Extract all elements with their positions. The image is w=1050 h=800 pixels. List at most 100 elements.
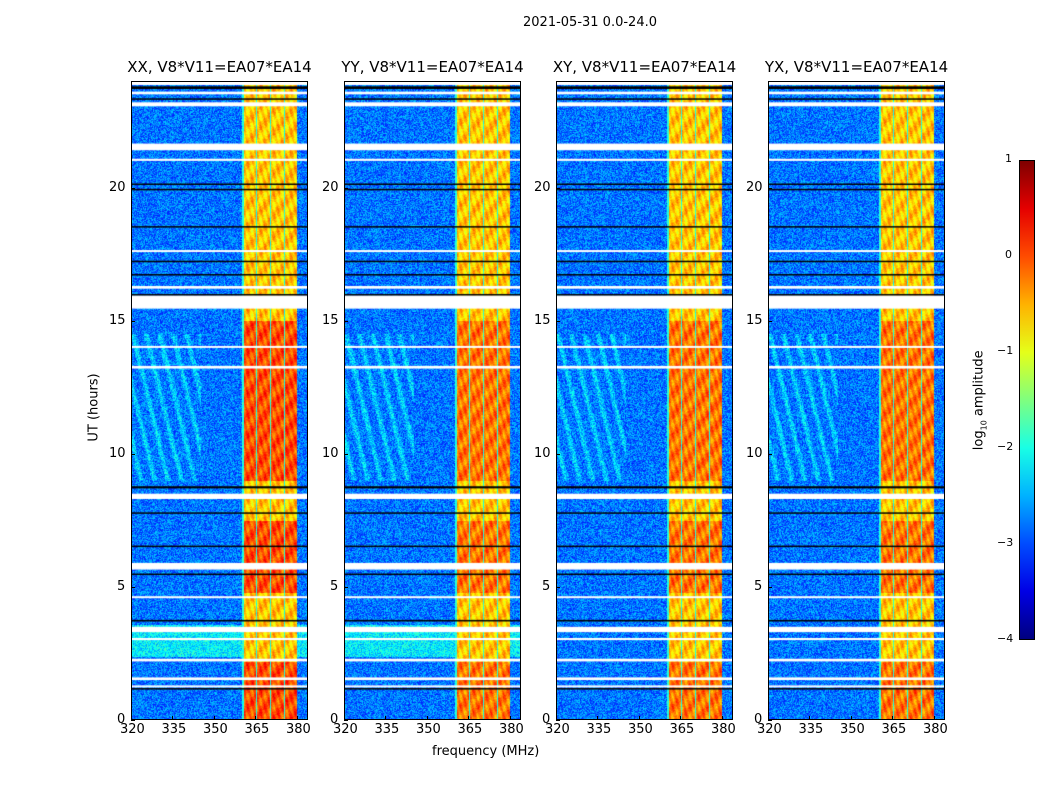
y-tick-mark: [556, 453, 560, 455]
heatmap-yx: [768, 81, 945, 720]
y-tick-mark: [556, 586, 560, 588]
y-tick-label: 0: [117, 712, 126, 727]
y-tick-mark: [344, 320, 348, 322]
y-tick-label: 15: [534, 312, 551, 328]
y-tick-label: 20: [746, 179, 763, 195]
panel-title: YX, V8*V11=EA07*EA14: [764, 58, 949, 76]
colorbar: [1019, 160, 1035, 640]
x-tick-mark: [892, 716, 894, 720]
y-tick-label: 15: [746, 312, 763, 328]
colorbar-label: log10 amplitude: [971, 350, 989, 451]
x-tick-mark: [296, 716, 298, 720]
y-tick-label: 10: [534, 445, 551, 461]
x-tick-label: 335: [798, 722, 824, 737]
panel-yy: YY, V8*V11=EA07*EA14: [341, 58, 524, 721]
x-tick-label: 365: [457, 722, 483, 737]
y-tick-label: 0: [542, 712, 551, 727]
x-tick-mark: [680, 716, 682, 720]
x-tick-mark: [933, 716, 935, 720]
colorbar-tick-label: −1: [997, 344, 1014, 357]
x-tick-label: 320: [757, 722, 782, 737]
x-tick-label: 335: [374, 722, 400, 737]
x-tick-label: 335: [161, 722, 187, 737]
heatmap-xx: [131, 81, 308, 720]
y-tick-mark: [768, 320, 772, 322]
x-tick-label: 335: [586, 722, 612, 737]
x-tick-mark: [255, 716, 257, 720]
x-tick-mark: [638, 716, 640, 720]
x-tick-mark: [468, 716, 470, 720]
y-tick-label: 20: [322, 179, 339, 195]
y-axis-label: UT (hours): [86, 373, 102, 442]
x-tick-mark: [597, 716, 599, 720]
x-tick-label: 365: [881, 722, 907, 737]
panel-title: YY, V8*V11=EA07*EA14: [341, 58, 524, 76]
x-tick-label: 380: [710, 722, 736, 737]
x-tick-mark: [768, 716, 769, 720]
x-tick-label: 350: [627, 722, 653, 737]
y-tick-label: 10: [746, 445, 763, 461]
y-tick-mark: [768, 586, 772, 588]
y-tick-label: 15: [109, 312, 126, 328]
x-tick-mark: [556, 716, 557, 720]
panel-xy: XY, V8*V11=EA07*EA14: [553, 58, 736, 721]
y-tick-label: 10: [109, 445, 126, 461]
x-tick-label: 380: [285, 722, 311, 737]
y-tick-mark: [556, 320, 560, 322]
y-tick-label: 0: [754, 712, 763, 727]
y-tick-label: 5: [117, 578, 126, 594]
x-tick-mark: [850, 716, 852, 720]
y-tick-mark: [344, 453, 348, 455]
y-tick-label: 10: [322, 445, 339, 461]
y-tick-mark: [131, 586, 135, 588]
heatmap-xy: [556, 81, 733, 720]
colorbar-tick-label: 1: [1005, 152, 1012, 165]
x-tick-mark: [131, 716, 132, 720]
x-tick-mark: [172, 716, 174, 720]
x-tick-mark: [721, 716, 723, 720]
colorbar-tick-label: 0: [1005, 248, 1012, 261]
x-tick-label: 350: [202, 722, 228, 737]
panel-yx: YX, V8*V11=EA07*EA14: [765, 58, 948, 721]
x-axis-label: frequency (MHz): [432, 744, 540, 759]
x-tick-mark: [385, 716, 387, 720]
colorbar-tick-label: −3: [997, 536, 1014, 549]
y-tick-label: 5: [542, 578, 551, 594]
x-tick-label: 365: [244, 722, 270, 737]
y-tick-label: 15: [322, 312, 339, 328]
y-tick-mark: [131, 720, 135, 721]
y-tick-mark: [556, 187, 560, 189]
panel-title: XX, V8*V11=EA07*EA14: [127, 58, 312, 76]
colorbar-tick-label: −2: [997, 440, 1014, 453]
y-tick-mark: [768, 187, 772, 189]
panel-title: XY, V8*V11=EA07*EA14: [552, 58, 737, 76]
x-tick-mark: [213, 716, 215, 720]
x-tick-label: 320: [333, 722, 358, 737]
y-tick-mark: [344, 187, 348, 189]
x-tick-label: 350: [415, 722, 441, 737]
panel-xx: XX, V8*V11=EA07*EA14: [127, 58, 312, 721]
figure-title: 2021-05-31 0.0-24.0: [523, 15, 657, 30]
y-tick-mark: [344, 586, 348, 588]
x-tick-label: 350: [839, 722, 865, 737]
y-tick-label: 5: [754, 578, 763, 594]
x-tick-mark: [809, 716, 811, 720]
y-tick-mark: [131, 187, 135, 189]
y-tick-label: 20: [109, 179, 126, 195]
x-tick-mark: [426, 716, 428, 720]
x-tick-label: 320: [545, 722, 570, 737]
y-tick-mark: [131, 453, 135, 455]
x-tick-label: 365: [669, 722, 695, 737]
y-tick-mark: [131, 320, 135, 322]
y-tick-mark: [768, 453, 772, 455]
heatmap-yy: [344, 81, 521, 720]
y-tick-mark: [556, 720, 560, 721]
x-tick-label: 380: [922, 722, 948, 737]
x-tick-mark: [344, 716, 345, 720]
y-tick-label: 20: [534, 179, 551, 195]
y-tick-label: 5: [330, 578, 339, 594]
y-tick-mark: [344, 720, 348, 721]
y-tick-label: 0: [330, 712, 339, 727]
x-tick-label: 380: [498, 722, 524, 737]
